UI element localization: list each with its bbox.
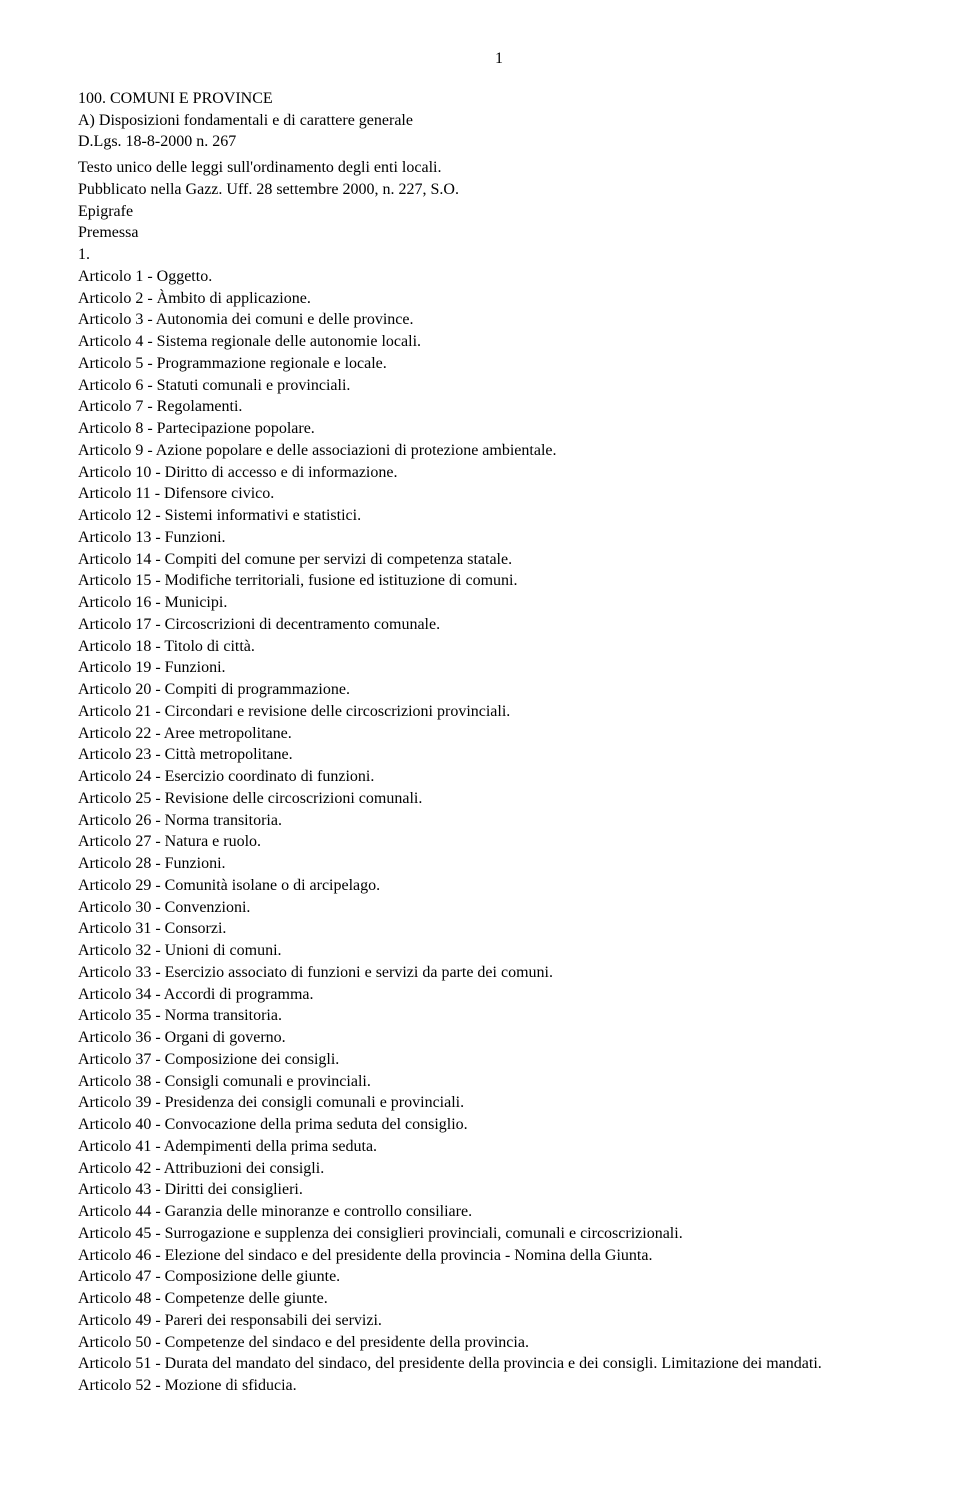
- subheading-line: 1.: [78, 244, 920, 266]
- article-line: Articolo 3 - Autonomia dei comuni e dell…: [78, 309, 920, 331]
- article-line: Articolo 48 - Competenze delle giunte.: [78, 1288, 920, 1310]
- article-line: Articolo 7 - Regolamenti.: [78, 396, 920, 418]
- article-line: Articolo 36 - Organi di governo.: [78, 1027, 920, 1049]
- article-line: Articolo 18 - Titolo di città.: [78, 636, 920, 658]
- document-subheading: Testo unico delle leggi sull'ordinamento…: [78, 157, 920, 266]
- article-line: Articolo 12 - Sistemi informativi e stat…: [78, 505, 920, 527]
- article-line: Articolo 46 - Elezione del sindaco e del…: [78, 1245, 920, 1267]
- article-line: Articolo 4 - Sistema regionale delle aut…: [78, 331, 920, 353]
- article-line: Articolo 1 - Oggetto.: [78, 266, 920, 288]
- article-line: Articolo 40 - Convocazione della prima s…: [78, 1114, 920, 1136]
- article-line: Articolo 25 - Revisione delle circoscriz…: [78, 788, 920, 810]
- subheading-line: Pubblicato nella Gazz. Uff. 28 settembre…: [78, 179, 920, 201]
- article-line: Articolo 45 - Surrogazione e supplenza d…: [78, 1223, 920, 1245]
- article-line: Articolo 41 - Adempimenti della prima se…: [78, 1136, 920, 1158]
- article-line: Articolo 8 - Partecipazione popolare.: [78, 418, 920, 440]
- article-line: Articolo 13 - Funzioni.: [78, 527, 920, 549]
- article-line: Articolo 50 - Competenze del sindaco e d…: [78, 1332, 920, 1354]
- article-line: Articolo 17 - Circoscrizioni di decentra…: [78, 614, 920, 636]
- article-line: Articolo 6 - Statuti comunali e provinci…: [78, 375, 920, 397]
- heading-line: 100. COMUNI E PROVINCE: [78, 88, 920, 110]
- article-line: Articolo 38 - Consigli comunali e provin…: [78, 1071, 920, 1093]
- article-line: Articolo 37 - Composizione dei consigli.: [78, 1049, 920, 1071]
- article-line: Articolo 15 - Modifiche territoriali, fu…: [78, 570, 920, 592]
- article-line: Articolo 21 - Circondari e revisione del…: [78, 701, 920, 723]
- article-line: Articolo 9 - Azione popolare e delle ass…: [78, 440, 920, 462]
- article-line: Articolo 28 - Funzioni.: [78, 853, 920, 875]
- article-line: Articolo 39 - Presidenza dei consigli co…: [78, 1092, 920, 1114]
- article-line: Articolo 44 - Garanzia delle minoranze e…: [78, 1201, 920, 1223]
- article-line: Articolo 52 - Mozione di sfiducia.: [78, 1375, 920, 1397]
- document-heading: 100. COMUNI E PROVINCEA) Disposizioni fo…: [78, 88, 920, 153]
- article-line: Articolo 34 - Accordi di programma.: [78, 984, 920, 1006]
- article-line: Articolo 10 - Diritto di accesso e di in…: [78, 462, 920, 484]
- article-line: Articolo 43 - Diritti dei consiglieri.: [78, 1179, 920, 1201]
- subheading-line: Premessa: [78, 222, 920, 244]
- article-line: Articolo 23 - Città metropolitane.: [78, 744, 920, 766]
- article-line: Articolo 49 - Pareri dei responsabili de…: [78, 1310, 920, 1332]
- heading-line: D.Lgs. 18-8-2000 n. 267: [78, 131, 920, 153]
- page-number: 1: [78, 48, 920, 70]
- article-line: Articolo 29 - Comunità isolane o di arci…: [78, 875, 920, 897]
- article-line: Articolo 2 - Àmbito di applicazione.: [78, 288, 920, 310]
- articles-list: Articolo 1 - Oggetto.Articolo 2 - Àmbito…: [78, 266, 920, 1397]
- article-line: Articolo 26 - Norma transitoria.: [78, 810, 920, 832]
- article-line: Articolo 27 - Natura e ruolo.: [78, 831, 920, 853]
- article-line: Articolo 16 - Municipi.: [78, 592, 920, 614]
- article-line: Articolo 11 - Difensore civico.: [78, 483, 920, 505]
- article-line: Articolo 32 - Unioni di comuni.: [78, 940, 920, 962]
- article-line: Articolo 5 - Programmazione regionale e …: [78, 353, 920, 375]
- article-line: Articolo 14 - Compiti del comune per ser…: [78, 549, 920, 571]
- heading-line: A) Disposizioni fondamentali e di caratt…: [78, 110, 920, 132]
- subheading-line: Epigrafe: [78, 201, 920, 223]
- article-line: Articolo 30 - Convenzioni.: [78, 897, 920, 919]
- article-line: Articolo 22 - Aree metropolitane.: [78, 723, 920, 745]
- article-line: Articolo 31 - Consorzi.: [78, 918, 920, 940]
- article-line: Articolo 24 - Esercizio coordinato di fu…: [78, 766, 920, 788]
- article-line: Articolo 51 - Durata del mandato del sin…: [78, 1353, 920, 1375]
- article-line: Articolo 33 - Esercizio associato di fun…: [78, 962, 920, 984]
- subheading-line: Testo unico delle leggi sull'ordinamento…: [78, 157, 920, 179]
- article-line: Articolo 42 - Attribuzioni dei consigli.: [78, 1158, 920, 1180]
- article-line: Articolo 19 - Funzioni.: [78, 657, 920, 679]
- article-line: Articolo 20 - Compiti di programmazione.: [78, 679, 920, 701]
- article-line: Articolo 35 - Norma transitoria.: [78, 1005, 920, 1027]
- article-line: Articolo 47 - Composizione delle giunte.: [78, 1266, 920, 1288]
